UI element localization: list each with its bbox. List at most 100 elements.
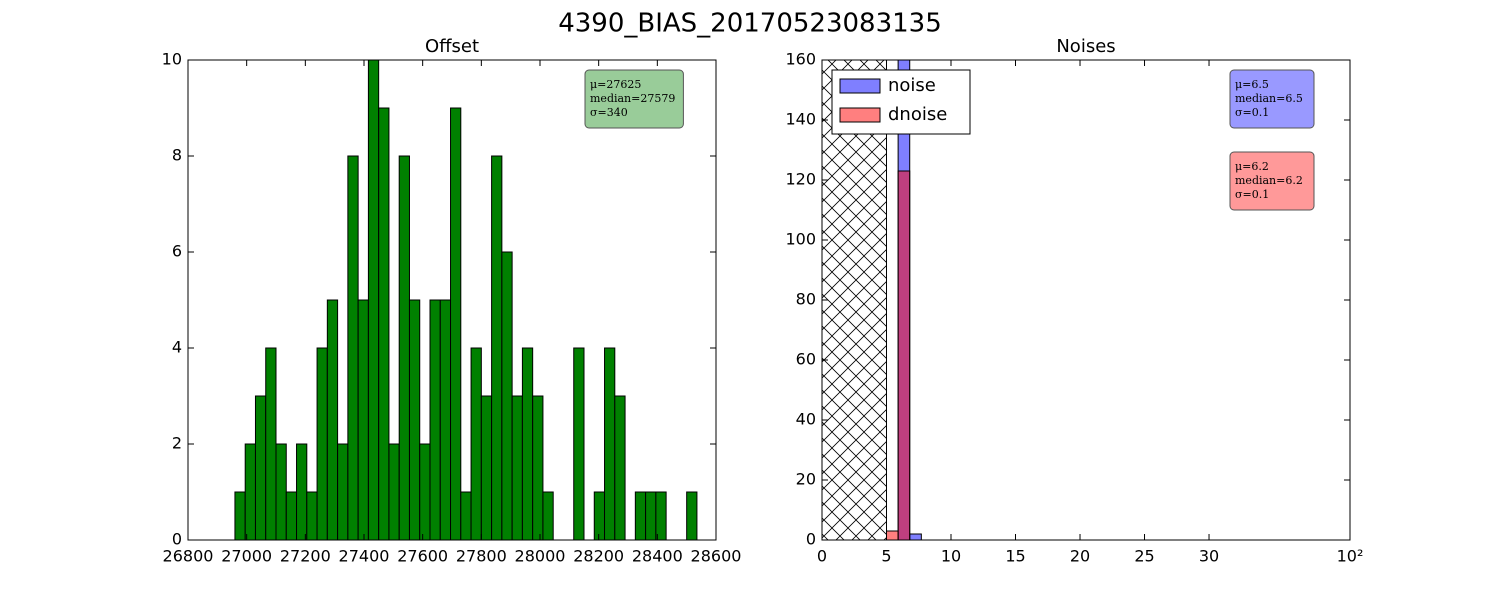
stats-box (584, 69, 684, 129)
histogram-bar (511, 395, 523, 540)
histogram-bar (265, 347, 277, 540)
histogram-bar (501, 251, 513, 540)
x-tick-label: 30 (1199, 547, 1219, 566)
histogram-bar (897, 170, 911, 540)
stats-text: μ=6.2 (1235, 160, 1269, 173)
histogram-bar (285, 491, 298, 540)
x-tick-label: 27000 (221, 547, 272, 566)
histogram-bar (357, 299, 369, 540)
y-tick-label: 100 (785, 230, 816, 249)
y-tick-label: 6 (172, 242, 182, 261)
x-tick-label: 20 (1070, 547, 1090, 566)
histogram-bar (614, 395, 626, 540)
x-tick-label: 26800 (163, 547, 214, 566)
y-tick-label: 80 (796, 290, 816, 309)
y-tick-label: 0 (806, 530, 816, 549)
x-tick-label: 27800 (456, 547, 507, 566)
histogram-bar (367, 60, 380, 540)
histogram-bar (634, 491, 647, 540)
shaded-region (822, 60, 888, 540)
histogram-bar (886, 530, 899, 540)
histogram-bar (645, 491, 657, 540)
histogram-bar (593, 491, 606, 540)
histogram-bar (378, 107, 390, 540)
x-tick-label: 10² (1337, 547, 1364, 566)
x-tick-label: 28400 (632, 547, 683, 566)
histogram-bar (460, 491, 472, 540)
histogram-bar (408, 299, 421, 540)
histogram-bar (542, 491, 554, 540)
histogram-bar (254, 395, 267, 540)
x-tick-label: 15 (1005, 547, 1025, 566)
y-tick-label: 160 (785, 50, 816, 69)
legend-swatch (839, 78, 881, 94)
histogram-bar (491, 155, 503, 540)
stats-text: median=6.5 (1235, 92, 1303, 105)
legend-label: noise (888, 75, 936, 96)
x-tick-label: 28600 (691, 547, 742, 566)
histogram-bar (275, 443, 287, 540)
x-tick-label: 27600 (397, 547, 448, 566)
x-tick-label: 5 (881, 547, 891, 566)
histogram-bar (306, 491, 318, 540)
histogram-bar (398, 155, 410, 540)
y-tick-label: 20 (796, 470, 816, 489)
legend-label: dnoise (888, 104, 947, 125)
histogram-bar (439, 299, 452, 540)
axes-title: Offset (425, 36, 479, 57)
x-tick-label: 0 (817, 547, 827, 566)
histogram-bar (429, 299, 441, 540)
histogram-bar (316, 347, 328, 540)
y-tick-label: 10 (162, 50, 182, 69)
histogram-bar (604, 347, 616, 540)
x-tick-label: 25 (1134, 547, 1154, 566)
histogram-bar (573, 347, 585, 540)
histogram-bar (532, 395, 544, 540)
y-tick-label: 2 (172, 434, 182, 453)
x-tick-label: 10 (941, 547, 961, 566)
stats-text: median=6.2 (1235, 174, 1303, 187)
x-tick-label: 28000 (515, 547, 566, 566)
stats-text: μ=6.5 (1235, 78, 1269, 91)
histogram-bar (450, 107, 462, 540)
histogram-bar (909, 533, 922, 540)
histogram-bar (296, 443, 308, 540)
stats-text: σ=340 (590, 106, 628, 119)
stats-text: μ=27625 (590, 78, 641, 91)
histogram-bar (347, 155, 359, 540)
histogram-bar (337, 443, 349, 540)
legend-swatch (839, 107, 881, 123)
histogram-bar (388, 443, 400, 540)
y-tick-label: 0 (172, 530, 182, 549)
y-tick-label: 4 (172, 338, 182, 357)
y-tick-label: 140 (785, 110, 816, 129)
stats-text: σ=0.1 (1235, 106, 1269, 119)
histogram-bar (521, 347, 534, 540)
x-tick-label: 27200 (280, 547, 331, 566)
x-tick-label: 28200 (573, 547, 624, 566)
y-tick-label: 120 (785, 170, 816, 189)
stats-text: median=27579 (590, 92, 675, 105)
stats-box (1229, 151, 1315, 211)
plot-area (234, 60, 698, 540)
y-tick-label: 40 (796, 410, 816, 429)
figure-title: 4390_BIAS_20170523083135 (558, 9, 942, 39)
axes-frame (187, 59, 717, 541)
plot-area (822, 60, 922, 540)
histogram-bar (234, 491, 246, 540)
histogram-bar (470, 347, 482, 540)
histogram-bar (244, 443, 256, 540)
histogram-bar (655, 491, 667, 540)
stats-box (1229, 69, 1315, 129)
histogram-bar (480, 395, 493, 540)
y-tick-label: 60 (796, 350, 816, 369)
histogram-bar (686, 491, 698, 540)
x-tick-label: 27400 (339, 547, 390, 566)
axes-title: Noises (1056, 36, 1115, 57)
histogram-bar (419, 443, 431, 540)
stats-text: σ=0.1 (1235, 188, 1269, 201)
y-tick-label: 8 (172, 146, 182, 165)
histogram-bar (326, 299, 339, 540)
